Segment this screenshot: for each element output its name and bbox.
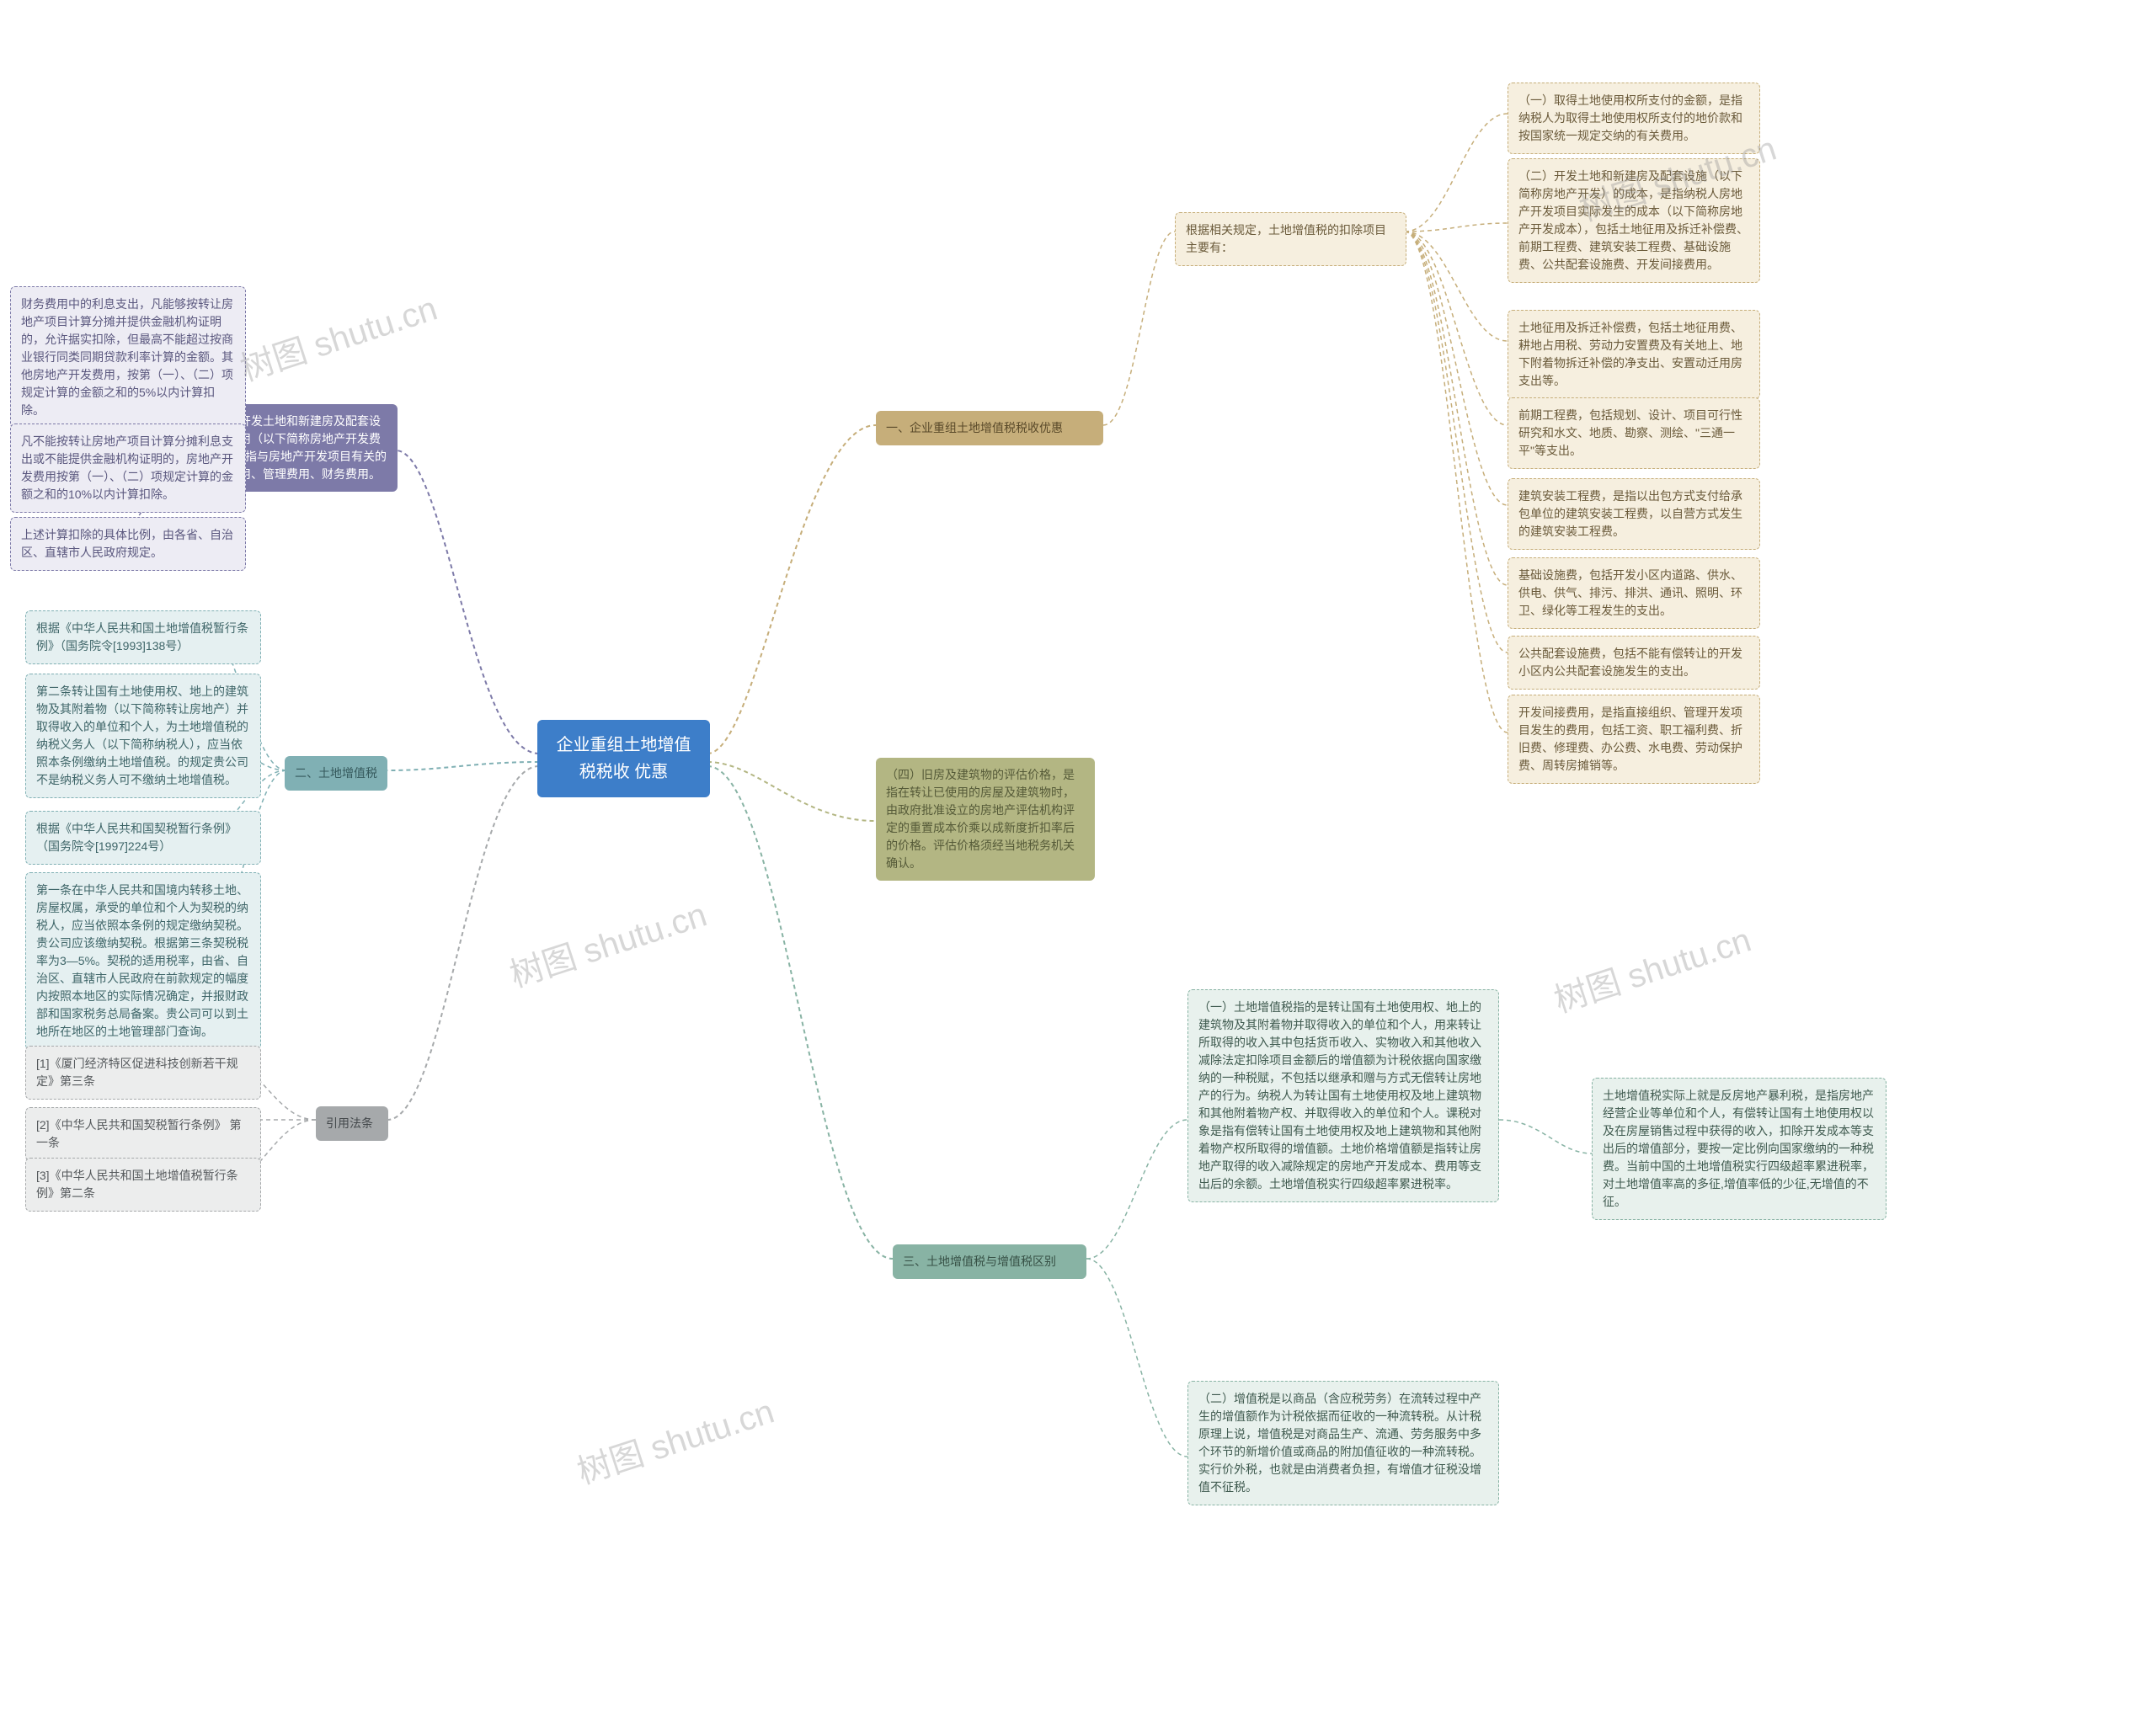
branch-gray-title: 引用法条	[316, 1106, 388, 1141]
branch-4-title: （四）旧房及建筑物的评估价格，是指在转让已使用的房屋及建筑物时，由政府批准设立的…	[876, 758, 1095, 881]
watermark: 树图 shutu.cn	[503, 887, 712, 997]
branch-1-intro: 根据相关规定，土地增值税的扣除项目主要有：	[1175, 212, 1406, 266]
branch-purple-item-1: 凡不能按转让房地产项目计算分摊利息支出或不能提供金融机构证明的，房地产开发费用按…	[10, 424, 246, 513]
branch-purple-item-0: 财务费用中的利息支出，凡能够按转让房地产项目计算分摊并提供金融机构证明的，允许据…	[10, 286, 246, 429]
branch-1-item-1: （二）开发土地和新建房及配套设施（以下简称房地产开发）的成本，是指纳税人房地产开…	[1508, 158, 1760, 283]
branch-gray-item-0: [1]《厦门经济特区促进科技创新若干规定》第三条	[25, 1046, 261, 1100]
branch-teal-item-1: 第二条转让国有土地使用权、地上的建筑物及其附着物（以下简称转让房地产）并取得收入…	[25, 674, 261, 798]
branch-1-title: 一、企业重组土地增值税税收优惠	[876, 411, 1103, 445]
branch-1-item-2: 土地征用及拆迁补偿费，包括土地征用费、耕地占用税、劳动力安置费及有关地上、地下附…	[1508, 310, 1760, 399]
branch-gray-item-1: [2]《中华人民共和国契税暂行条例》 第一条	[25, 1107, 261, 1161]
branch-3-item-1: （二）增值税是以商品（含应税劳务）在流转过程中产生的增值额作为计税依据而征收的一…	[1187, 1381, 1499, 1505]
watermark: 树图 shutu.cn	[1547, 913, 1756, 1022]
branch-1-item-4: 建筑安装工程费，是指以出包方式支付给承包单位的建筑安装工程费，以自营方式发生的建…	[1508, 478, 1760, 550]
branch-3-extra: 土地增值税实际上就是反房地产暴利税，是指房地产经营企业等单位和个人，有偿转让国有…	[1592, 1078, 1886, 1220]
branch-1-item-3: 前期工程费，包括规划、设计、项目可行性研究和水文、地质、勘察、测绘、"三通一平"…	[1508, 397, 1760, 469]
watermark: 树图 shutu.cn	[233, 281, 442, 391]
center-topic: 企业重组土地增值税税收 优惠	[537, 720, 710, 797]
watermark: 树图 shutu.cn	[570, 1384, 779, 1494]
branch-gray-item-2: [3]《中华人民共和国土地增值税暂行条例》第二条	[25, 1158, 261, 1212]
branch-teal-item-3: 第一条在中华人民共和国境内转移土地、房屋权属，承受的单位和个人为契税的纳税人，应…	[25, 872, 261, 1050]
branch-3-item-0: （一）土地增值税指的是转让国有土地使用权、地上的建筑物及其附着物并取得收入的单位…	[1187, 989, 1499, 1202]
branch-teal-title: 二、土地增值税	[285, 756, 387, 791]
branch-1-item-7: 开发间接费用，是指直接组织、管理开发项目发生的费用，包括工资、职工福利费、折旧费…	[1508, 695, 1760, 784]
branch-teal-item-0: 根据《中华人民共和国土地增值税暂行条例》（国务院令[1993]138号）	[25, 610, 261, 664]
branch-3-title: 三、土地增值税与增值税区别	[893, 1244, 1086, 1279]
branch-1-item-5: 基础设施费，包括开发小区内道路、供水、供电、供气、排污、排洪、通讯、照明、环卫、…	[1508, 557, 1760, 629]
branch-1-item-6: 公共配套设施费，包括不能有偿转让的开发小区内公共配套设施发生的支出。	[1508, 636, 1760, 690]
branch-purple-item-2: 上述计算扣除的具体比例，由各省、自治区、直辖市人民政府规定。	[10, 517, 246, 571]
branch-1-item-0: （一）取得土地使用权所支付的金额，是指纳税人为取得土地使用权所支付的地价款和按国…	[1508, 83, 1760, 154]
branch-teal-item-2: 根据《中华人民共和国契税暂行条例》（国务院令[1997]224号）	[25, 811, 261, 865]
